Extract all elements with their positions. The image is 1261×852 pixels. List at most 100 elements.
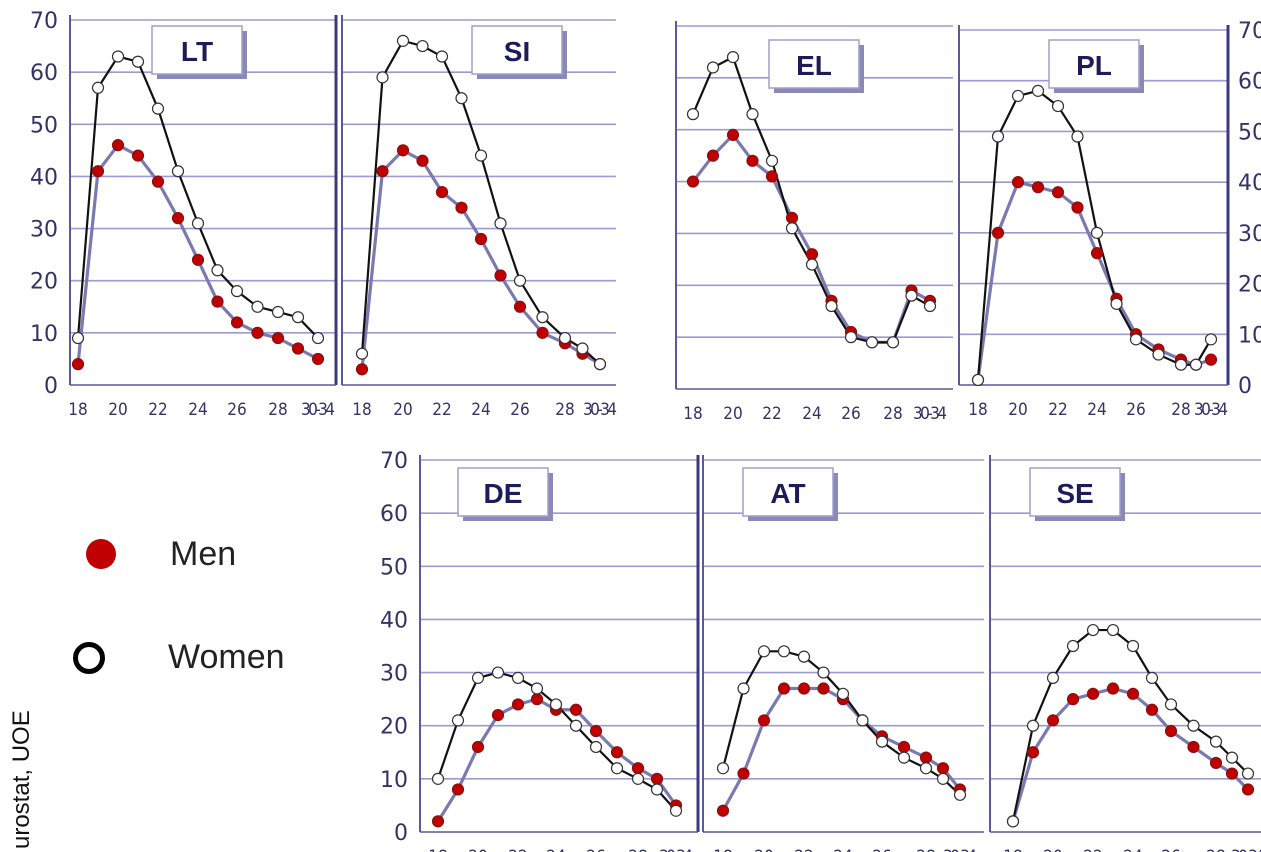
y-tick-label: 70: [380, 449, 408, 474]
data-point-women: [171, 165, 185, 178]
data-point-women: [1129, 333, 1143, 346]
data-point-men: [416, 154, 429, 167]
y-tick-label: 70: [1238, 19, 1261, 44]
data-point-women: [513, 274, 527, 287]
x-tick-label: 22: [508, 847, 527, 852]
panel-pl: 0 10 20 30 40 50 60 70 18 20 22 24 26 28 30-34 PL: [958, 19, 1261, 420]
x-tick-label: 26: [227, 400, 246, 420]
data-point-men: [91, 165, 105, 178]
title-box: [151, 25, 243, 75]
data-point-men: [191, 253, 205, 266]
x-tick-label: 26: [872, 847, 891, 852]
y-tick-label: 30: [1238, 222, 1261, 247]
series-line-men: [691, 132, 931, 344]
data-point-women: [737, 682, 750, 695]
x-tick-label: 18: [713, 847, 732, 852]
data-point-men: [1187, 740, 1200, 754]
data-point-women: [610, 762, 624, 775]
y-tick-label: 0: [1238, 374, 1252, 399]
x-tick-label: 18: [1003, 847, 1022, 852]
data-point-women: [971, 373, 985, 387]
data-point-men: [396, 144, 410, 157]
data-point-women: [817, 666, 830, 679]
x-tick-label: 24: [471, 400, 490, 420]
x-tick-label: 30-34: [301, 400, 335, 420]
data-point-women: [111, 50, 125, 63]
title-box: [1048, 39, 1140, 89]
data-point-women: [865, 336, 879, 349]
x-tick-label: 28: [1171, 400, 1190, 420]
x-tick-label: 30-34: [583, 400, 617, 420]
data-point-men: [536, 326, 549, 339]
data-point-women: [923, 299, 937, 313]
title-box: [457, 467, 549, 517]
y-tick-label: 20: [30, 270, 58, 295]
panel-lt: 0 10 20 30 40 50 60 70 18 20 22 24 26 28 30-34 LT: [30, 9, 338, 420]
data-point-women: [757, 645, 771, 658]
data-point-women: [1174, 358, 1188, 371]
data-point-men: [1051, 186, 1065, 199]
data-point-women: [825, 299, 838, 313]
y-tick-label: 40: [1238, 171, 1261, 196]
panel-title: EL: [796, 50, 832, 81]
x-tick-label: 28: [555, 400, 574, 420]
y-tick-label: 20: [380, 715, 408, 740]
data-point-women: [1086, 623, 1100, 637]
data-point-men: [716, 804, 730, 817]
data-point-women: [576, 342, 589, 355]
y-tick-label: 30: [30, 218, 58, 243]
x-tick-label: 28: [1206, 847, 1225, 852]
data-point-women: [471, 671, 485, 684]
data-point-men: [785, 211, 799, 224]
data-point-men: [431, 815, 445, 828]
data-point-men: [797, 682, 811, 695]
x-tick-label: 22: [432, 400, 451, 420]
data-point-women: [1145, 671, 1159, 684]
data-point-men: [513, 300, 527, 313]
data-point-men: [919, 751, 933, 764]
data-point-women: [530, 682, 544, 695]
x-tick-label: 18: [683, 404, 702, 424]
x-tick-label: 28: [883, 404, 902, 424]
data-point-men: [1204, 353, 1218, 366]
data-point-men: [511, 698, 525, 711]
x-tick-label: 26: [1161, 847, 1180, 852]
data-point-women: [1164, 698, 1178, 711]
title-box: [768, 39, 860, 89]
data-point-men: [311, 352, 325, 366]
data-point-women: [589, 740, 603, 754]
panel-at: 18 20 22 24 26 28 30-34 AT: [702, 455, 984, 852]
x-tick-label: 18: [428, 847, 447, 852]
data-point-women: [1110, 297, 1123, 310]
x-tick-label: 22: [148, 400, 167, 420]
data-point-men: [491, 708, 505, 722]
x-tick-label: 28: [916, 847, 935, 852]
data-point-women: [455, 92, 468, 105]
data-point-women: [856, 714, 869, 727]
data-point-women: [1187, 719, 1200, 732]
y-tick-label: 70: [30, 9, 58, 34]
panel-si: 18 20 22 24 26 28 30-34 SI: [341, 15, 617, 420]
y-tick-label: 40: [380, 608, 408, 633]
women-legend-label: Women: [168, 638, 285, 676]
x-tick-label: 18: [352, 400, 371, 420]
x-tick-label: 30-34: [943, 847, 977, 852]
data-point-women: [431, 772, 445, 785]
source-note: urostat, UOE: [8, 710, 35, 849]
x-tick-label: 22: [1048, 400, 1067, 420]
x-tick-label: 20: [393, 400, 412, 420]
x-tick-label: 30-34: [1194, 400, 1228, 420]
panel-title: DE: [484, 478, 523, 509]
data-point-men: [151, 175, 165, 188]
y-tick-label: 0: [394, 821, 408, 846]
data-point-women: [1204, 333, 1218, 346]
data-point-women: [251, 300, 264, 313]
data-point-men: [1026, 746, 1040, 759]
data-point-women: [805, 258, 819, 271]
y-tick-label: 60: [30, 61, 58, 86]
data-point-women: [716, 762, 730, 775]
data-point-women: [1106, 623, 1120, 637]
x-tick-label: 30-34: [1231, 847, 1261, 852]
data-point-men: [271, 331, 285, 345]
